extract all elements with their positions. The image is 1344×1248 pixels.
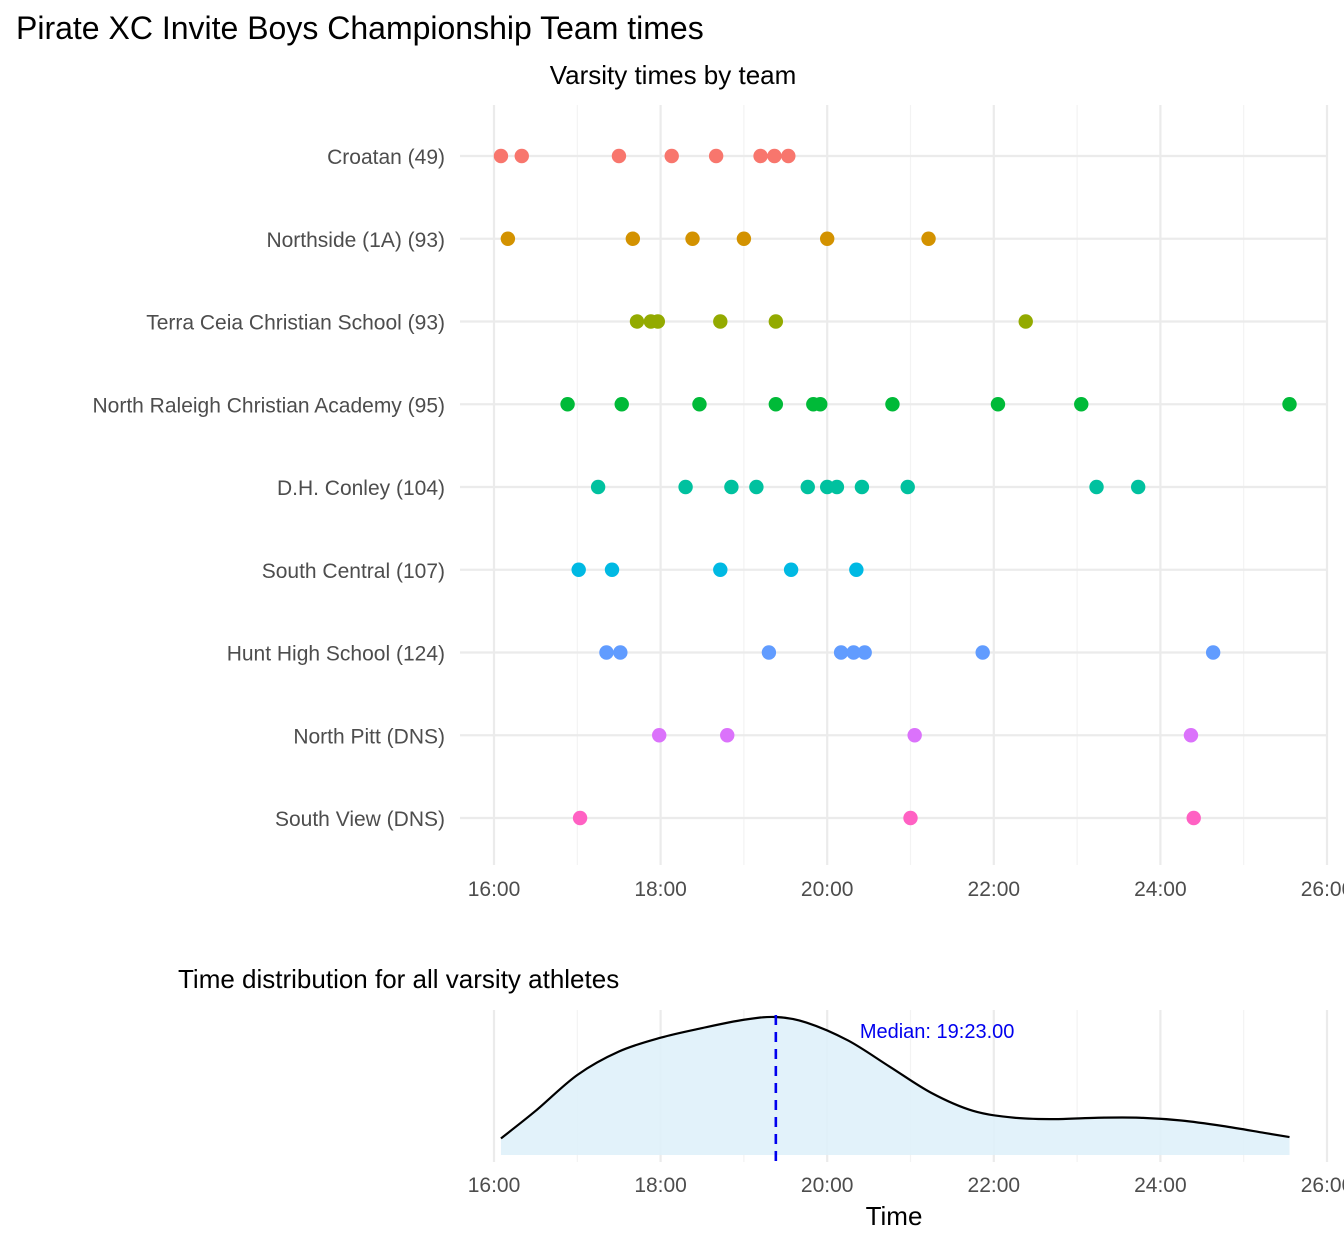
team-label: North Pitt (DNS) [293,725,445,748]
athlete-point [713,562,728,577]
athlete-point [1205,645,1221,660]
athlete-point [571,562,586,577]
athlete-point [800,479,815,495]
chart-title: Pirate XC Invite Boys Championship Team … [16,10,704,46]
x-tick-label: 18:00 [634,1174,687,1197]
x-tick-label: 24:00 [1134,1174,1187,1197]
athlete-point [650,314,666,329]
athlete-point [664,148,679,164]
athlete-point [1186,810,1201,826]
athlete-point [854,479,870,495]
team-label: Hunt High School (124) [227,643,445,666]
athlete-point [514,148,529,164]
density-panel: Time distribution for all varsity athlet… [178,964,1344,1231]
athlete-point [720,728,735,743]
density-line [500,1015,1290,1140]
x-tick-label: 16:00 [468,1174,521,1197]
x-tick-label: 20:00 [801,1174,854,1197]
athlete-point [1183,728,1199,743]
bottom-x-tick-labels: 16:00 18:00 20:00 22:00 24:00 26:00 [468,1174,1344,1197]
athlete-point [560,397,575,412]
x-tick-label: 26:00 [1301,1174,1344,1197]
x-tick-label: 24:00 [1134,878,1187,901]
athlete-point [907,728,922,743]
dot-plot-panel: Varsity times by team Croatan (49) Norths… [93,60,1344,901]
athlete-point [849,562,864,577]
athlete-point [1282,397,1297,412]
athlete-point [846,645,861,660]
team-label: South View (DNS) [275,808,445,831]
athlete-point [590,479,606,495]
x-tick-label: 26:00 [1301,878,1344,901]
team-label: North Raleigh Christian Academy (95) [93,394,446,417]
athlete-point [781,148,796,164]
athlete-point [903,810,918,826]
athlete-point [599,645,614,660]
top-subtitle: Varsity times by team [550,60,797,90]
athlete-point [652,728,667,743]
x-tick-label: 22:00 [968,878,1021,901]
athlete-point [900,479,915,495]
athlete-point [885,397,900,412]
bottom-subtitle: Time distribution for all varsity athlet… [178,964,619,994]
athlete-point [678,479,693,495]
athlete-point [829,479,845,495]
median-label: Median: 19:23.00 [860,1021,1015,1043]
athlete-point [1018,314,1033,329]
athlete-point [761,645,777,660]
athlete-point [768,397,784,412]
top-grid [460,105,1329,865]
athlete-point [768,314,784,329]
athlete-point [857,645,872,660]
athlete-point [813,397,828,412]
athlete-point [753,148,768,164]
athlete-point [767,148,782,164]
team-label: Croatan (49) [327,146,445,169]
athlete-point [629,314,645,329]
athlete-point [708,148,724,164]
density-area [500,1016,1290,1155]
athlete-point [1130,479,1146,495]
athlete-point [724,479,739,495]
team-label: Terra Ceia Christian School (93) [146,312,445,335]
x-tick-label: 16:00 [468,878,521,901]
x-tick-label: 18:00 [634,878,687,901]
athlete-point [613,645,628,660]
athlete-point [614,397,629,412]
team-label: South Central (107) [262,560,445,583]
top-x-tick-labels: 16:00 18:00 20:00 22:00 24:00 26:00 [468,878,1344,901]
team-label: D.H. Conley (104) [277,477,445,500]
team-points [493,148,1297,826]
athlete-point [833,645,849,660]
x-axis-label: Time [866,1201,923,1231]
athlete-point [736,231,752,246]
athlete-point [572,810,588,826]
athlete-point [921,231,936,246]
x-tick-label: 20:00 [801,878,854,901]
athlete-point [604,562,620,577]
athlete-point [493,148,509,164]
athlete-point [820,231,835,246]
athlete-point [783,562,799,577]
athlete-point [500,231,516,246]
athlete-point [692,397,707,412]
athlete-point [749,479,764,495]
x-tick-label: 22:00 [968,1174,1021,1197]
athlete-point [685,231,700,246]
athlete-point [990,397,1006,412]
athlete-point [1074,397,1089,412]
athlete-point [611,148,627,164]
athlete-point [625,231,641,246]
athlete-point [713,314,728,329]
team-label: Northside (1A) (93) [266,229,445,252]
athlete-point [975,645,990,660]
team-labels: Croatan (49) Northside (1A) (93) Terra Cei… [93,146,446,831]
athlete-point [1089,479,1104,495]
